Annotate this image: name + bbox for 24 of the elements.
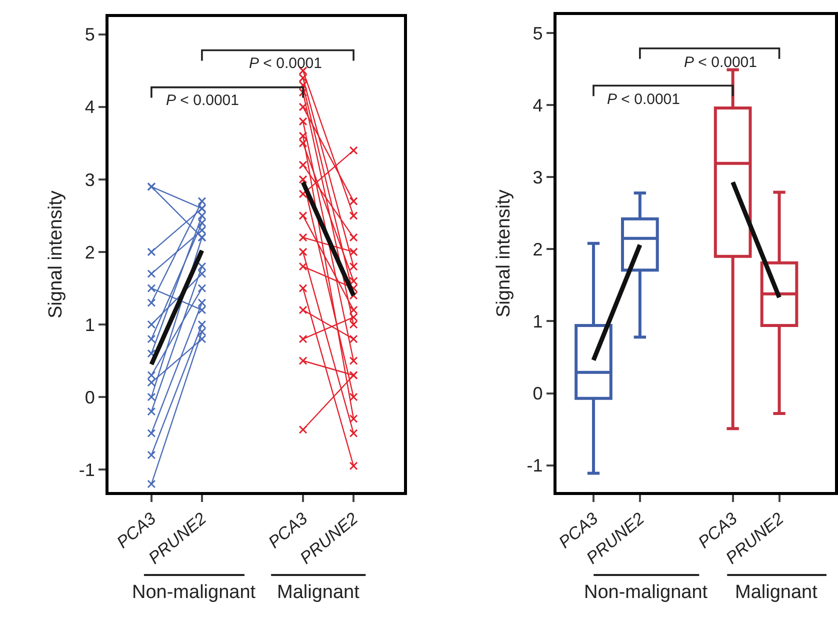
y-tick-label: -1 (78, 460, 95, 480)
text: Malignant (277, 582, 360, 603)
y-tick-label: 3 (532, 167, 543, 188)
y-tick-label: 1 (532, 312, 543, 332)
y-tick-label: -1 (526, 456, 543, 476)
y-axis-title: Signal intensity (46, 190, 67, 318)
y-tick-label: 5 (84, 24, 95, 45)
annotation: P < 0.0001 (684, 54, 757, 71)
text: Non-malignant (132, 582, 256, 603)
y-tick-label: 4 (532, 95, 543, 116)
y-tick-label: 0 (532, 384, 543, 404)
y-axis-title: Signal intensity (494, 189, 515, 318)
annotation: P < 0.0001 (607, 91, 680, 108)
text: Malignant (735, 582, 818, 603)
y-tick-label: 5 (532, 23, 543, 44)
y-tick-label: 2 (84, 242, 95, 262)
y-tick-label: 0 (84, 387, 95, 408)
y-tick-label: 2 (532, 239, 543, 260)
y-tick-label: 1 (84, 314, 95, 335)
text: Non-malignant (584, 582, 708, 603)
annotation: P < 0.0001 (166, 92, 239, 109)
annotation: P < 0.0001 (249, 55, 322, 72)
y-tick-label: 3 (84, 170, 95, 190)
y-tick-label: 4 (84, 97, 95, 118)
